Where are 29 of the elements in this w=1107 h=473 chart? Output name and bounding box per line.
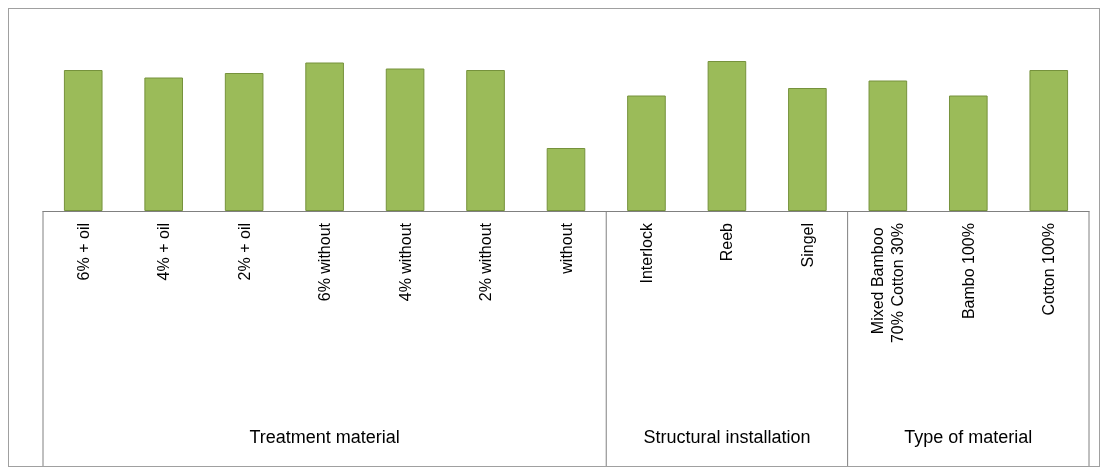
x-tick-label: Singel [798, 223, 816, 268]
x-tick-label: 4% without [396, 222, 414, 302]
bar [1029, 70, 1069, 211]
bar [707, 61, 747, 211]
x-tick-label: Bambo 100% [959, 223, 977, 320]
bar [627, 95, 666, 211]
bar [466, 70, 505, 211]
x-tick-label: Mixed Bamboo 70% Cotton 30% [869, 223, 907, 344]
text: Structural installation [643, 427, 811, 447]
x-tick-label: Interlock [637, 222, 655, 284]
x-tick-label: Reeb [718, 222, 736, 262]
x-tick-label: 6% without [316, 222, 334, 302]
x-tick-label: without [557, 222, 575, 275]
bar [949, 95, 988, 211]
bar [305, 62, 344, 211]
x-tick-label: 2% + oil [235, 223, 253, 281]
text: Type of material [904, 427, 1033, 447]
bar [868, 80, 908, 211]
x-tick-label: 4% + oil [155, 223, 173, 281]
bar [224, 73, 264, 211]
bar [788, 88, 827, 211]
text: Treatment material [249, 427, 400, 447]
x-tick-label: 2% without [477, 222, 495, 302]
x-tick-label: 6% + oil [74, 223, 92, 281]
bar [63, 70, 103, 211]
bar [144, 77, 183, 211]
bar [546, 148, 586, 211]
x-tick-label: Cotton 100% [1040, 223, 1058, 316]
bar [385, 68, 425, 211]
